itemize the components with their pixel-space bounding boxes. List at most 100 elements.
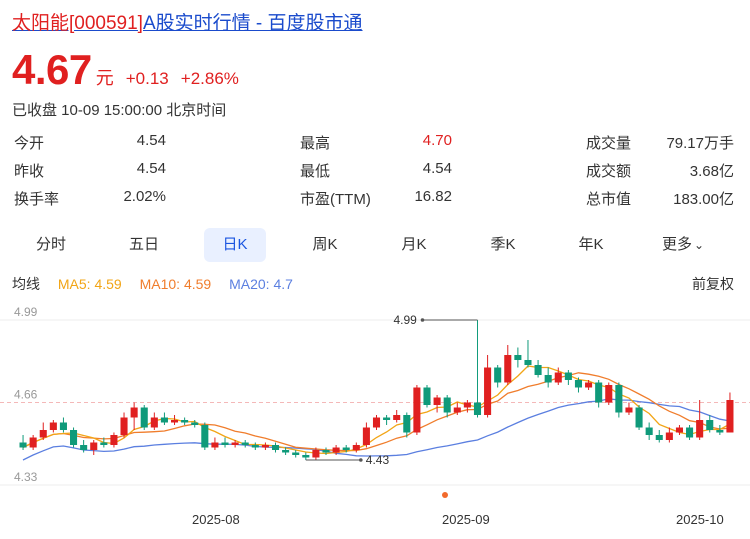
ma10-line	[22, 372, 731, 452]
max-price-label: 4.99	[393, 313, 417, 327]
candle-body	[70, 430, 78, 445]
tab-more-label: 更多	[661, 236, 692, 253]
price-unit: 元	[95, 68, 114, 88]
candle-body	[726, 400, 734, 433]
candle-body	[615, 385, 623, 413]
candle-body	[191, 422, 199, 425]
x-tick-aug: 2025-08	[192, 512, 240, 527]
stat-volume: 成交量 79.17万手	[586, 135, 734, 152]
stat-high: 最高 4.70	[300, 132, 452, 152]
candle-body	[261, 445, 269, 448]
stat-low: 最低 4.54	[300, 160, 452, 180]
candle-body	[110, 435, 118, 445]
y-tick-label: 4.33	[14, 470, 38, 484]
candle-body	[231, 442, 239, 445]
candle-body	[514, 355, 522, 360]
candle-body	[453, 407, 461, 413]
ma20-label: MA20: 4.7	[229, 276, 293, 292]
candle-body	[443, 397, 451, 413]
candle-body	[686, 427, 694, 438]
tab-quarterly-k[interactable]: 季K	[490, 236, 516, 253]
candle-body	[352, 445, 360, 450]
tab-more[interactable]: 更多 ⌄	[652, 228, 714, 262]
candle-body	[504, 355, 512, 383]
candle-body	[130, 407, 138, 418]
candle-body	[585, 382, 593, 388]
candle-body	[170, 420, 179, 423]
candle-body	[655, 435, 663, 440]
candle-body	[332, 447, 340, 453]
x-tick-sep: 2025-09	[442, 512, 490, 527]
candle-body	[433, 397, 441, 405]
candle-body	[241, 442, 249, 445]
candle-body	[574, 380, 583, 388]
candle-body	[524, 360, 532, 365]
page-title[interactable]: 太阳能[000591]A股实时行情 - 百度股市通	[12, 8, 363, 35]
candle-body	[635, 407, 643, 428]
event-dot	[442, 492, 448, 498]
candle-body	[362, 427, 370, 445]
candle-body	[544, 375, 552, 383]
candle-body	[342, 447, 350, 450]
candle-body	[564, 372, 572, 380]
candle-body	[292, 452, 300, 455]
candle-body	[696, 420, 704, 438]
tab-monthly-k[interactable]: 月K	[401, 236, 427, 253]
candle-body	[201, 425, 209, 448]
candle-body	[150, 417, 158, 428]
candle-body	[80, 445, 88, 450]
candle-body	[706, 420, 714, 430]
stat-prev-close: 昨收 4.54	[14, 160, 166, 180]
adjust-toggle[interactable]: 前复权	[692, 276, 734, 292]
candle-body	[554, 372, 562, 383]
max-marker-dot	[420, 318, 425, 322]
candle-body	[484, 367, 492, 415]
candle-body	[494, 367, 502, 383]
stock-name: 太阳能[000591]	[12, 13, 143, 34]
candle-body	[39, 430, 47, 438]
candle-body	[29, 437, 37, 448]
candle-body	[372, 417, 381, 428]
candle-body	[181, 420, 189, 423]
candle-body	[534, 365, 542, 375]
candle-body	[322, 450, 330, 453]
candle-body	[49, 422, 57, 430]
stat-turnover-rate: 换手率 2.02%	[14, 188, 166, 208]
chart-period-tabs: 分时 五日 日K 周K 月K 季K 年K 更多 ⌄	[0, 228, 750, 262]
stat-market-cap: 总市值 183.00亿	[586, 191, 734, 208]
price-row: 4.67 元 +0.13 +2.86%	[12, 46, 239, 94]
candle-body	[595, 382, 603, 403]
candle-body	[140, 407, 148, 428]
title-suffix: A股实时行情 - 百度股市通	[142, 13, 363, 34]
candle-body	[473, 402, 482, 415]
x-tick-oct: 2025-10	[676, 512, 724, 527]
stat-pe: 市盈(TTM) 16.82	[300, 188, 452, 208]
candle-body	[645, 427, 653, 435]
ma10-label: MA10: 4.59	[139, 276, 212, 292]
candle-body	[312, 450, 320, 458]
candle-body	[90, 442, 98, 450]
price-change: +0.13	[125, 69, 169, 88]
candle-body	[383, 417, 391, 420]
candle-body	[100, 442, 108, 445]
candle-body	[271, 445, 280, 450]
candle-body	[403, 415, 411, 433]
y-tick-label: 4.66	[14, 388, 38, 402]
candlestick-chart[interactable]: 4.99 4.66 4.33 4.99 4.43	[0, 290, 750, 520]
tab-weekly-k[interactable]: 周K	[312, 236, 338, 253]
ma5-line	[22, 365, 731, 455]
candle-body	[59, 422, 67, 430]
chevron-down-icon: ⌄	[693, 238, 705, 252]
candle-body	[221, 442, 229, 445]
candle-body	[302, 455, 310, 458]
current-price: 4.67	[12, 46, 92, 93]
tab-five-day[interactable]: 五日	[128, 236, 159, 253]
candle-body	[675, 427, 683, 433]
candle-body	[19, 442, 27, 448]
candle-body	[716, 430, 724, 433]
tab-yearly-k[interactable]: 年K	[578, 236, 604, 253]
candle-body	[120, 417, 128, 435]
candle-body	[423, 387, 431, 405]
tab-intraday[interactable]: 分时	[35, 236, 66, 253]
tab-daily-k[interactable]: 日K	[204, 228, 266, 262]
